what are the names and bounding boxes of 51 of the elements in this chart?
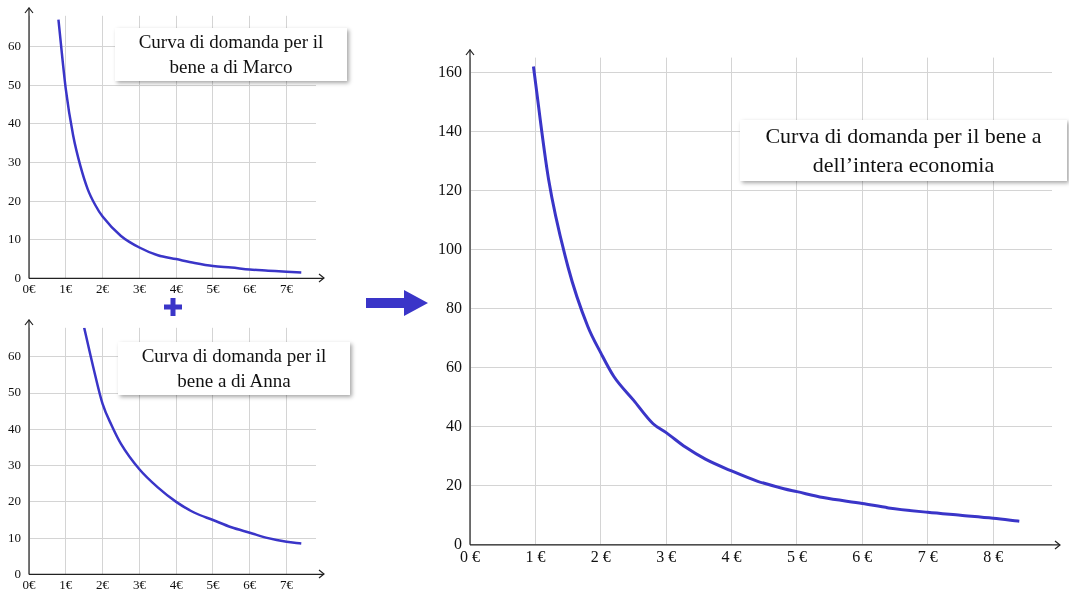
- y-tick-label: 120: [438, 180, 462, 198]
- y-tick-label: 30: [8, 457, 21, 473]
- x-tick-label: 3€: [132, 280, 147, 296]
- x-tick-label: 6€: [243, 280, 257, 296]
- y-tick-label: 140: [438, 121, 462, 139]
- x-tick-label: 7 €: [917, 547, 938, 565]
- y-tick-label: 40: [8, 115, 21, 131]
- x-tick-label: 8 €: [983, 547, 1004, 565]
- y-tick-label: 0: [14, 565, 21, 581]
- y-tick-label: 60: [446, 357, 462, 375]
- x-tick-label: 1€: [59, 576, 73, 592]
- x-tick-label: 1€: [59, 280, 73, 296]
- x-tick-label: 3€: [132, 576, 147, 592]
- text: Curva di domanda per il bene a di Marco: [115, 28, 347, 82]
- y-tick-label: 10: [8, 231, 21, 247]
- x-tick-label: 5€: [206, 576, 220, 592]
- x-tick-label: 4 €: [721, 547, 742, 565]
- x-tick-label: 2€: [96, 576, 110, 592]
- y-tick-label: 20: [446, 475, 462, 493]
- y-tick-label: 160: [438, 62, 462, 80]
- text: Curva di domanda per il bene a di Anna: [118, 342, 350, 396]
- x-tick-label: 3 €: [656, 547, 677, 565]
- x-tick-label: 5€: [206, 280, 220, 296]
- y-tick-label: 20: [8, 493, 21, 509]
- y-tick-label: 0: [14, 269, 21, 285]
- x-tick-label: 5 €: [786, 547, 807, 565]
- x-tick-label: 0€: [22, 576, 36, 592]
- x-tick-label: 1 €: [525, 547, 546, 565]
- x-tick-label: 0 €: [460, 547, 480, 565]
- x-tick-label: 2 €: [590, 547, 611, 565]
- y-tick-label: 50: [8, 76, 21, 92]
- y-tick-label: 50: [8, 384, 21, 400]
- text: Curva di domanda per il bene a dell’intera economia: [740, 120, 1067, 182]
- x-tick-label: 6€: [243, 576, 257, 592]
- y-tick-label: 20: [8, 192, 21, 208]
- y-tick-label: 60: [8, 38, 21, 54]
- y-tick-label: 10: [8, 529, 21, 545]
- y-tick-label: 100: [438, 239, 462, 257]
- y-tick-label: 30: [8, 153, 21, 169]
- y-tick-label: 60: [8, 348, 21, 364]
- x-tick-label: 7€: [280, 280, 294, 296]
- x-tick-label: 7€: [280, 576, 294, 592]
- x-tick-label: 4€: [169, 576, 184, 592]
- y-tick-label: 40: [446, 416, 462, 434]
- y-tick-label: 40: [8, 420, 21, 436]
- x-tick-label: 0€: [22, 280, 36, 296]
- y-tick-label: 0: [454, 535, 462, 552]
- x-tick-label: 4€: [169, 280, 184, 296]
- x-tick-label: 2€: [96, 280, 110, 296]
- x-tick-label: 6 €: [852, 547, 873, 565]
- y-tick-label: 80: [446, 298, 462, 316]
